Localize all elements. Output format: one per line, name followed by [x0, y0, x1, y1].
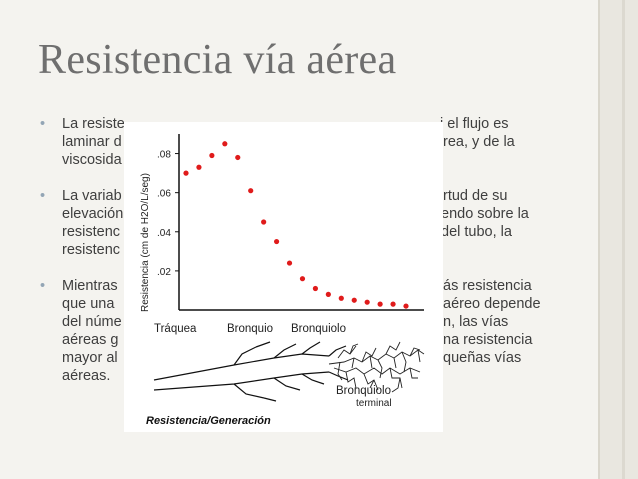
- y-tick-label: .06: [157, 189, 171, 200]
- right-accent-line: [622, 0, 625, 479]
- bullet-item-2: • La variab rtud de su elevación endo sobr…: [40, 187, 560, 259]
- resistance-generation-label: Resistencia/Generación: [146, 415, 271, 427]
- bullet-1-line-2-left: laminar d: [62, 134, 122, 150]
- y-tick-label: .04: [157, 228, 171, 239]
- bullet-2-line-1-right: rtud de su: [443, 188, 508, 204]
- data-point: [183, 170, 189, 176]
- bullet-2-line-1-left: La variab: [62, 188, 122, 204]
- bullet-marker: •: [40, 278, 46, 294]
- y-tick-label: .02: [157, 267, 171, 278]
- region-label-bronchus: Bronquio: [227, 323, 273, 335]
- resistance-chart-svg: Resistencia (cm de H2O/L/seg) .02 .04 .06.…: [140, 134, 425, 427]
- slide-title: Resistencia vía aérea: [38, 37, 397, 83]
- data-point: [261, 219, 267, 225]
- data-points: [183, 141, 409, 309]
- bullet-3-line-2-right: aéreo depende: [443, 296, 541, 312]
- bronchiole-network: [328, 341, 425, 393]
- bullet-1-line-1-right: i el flujo es: [440, 116, 509, 132]
- bullet-3-line-1-right: ás resistencia: [443, 278, 532, 294]
- data-point: [325, 291, 331, 297]
- data-point: [377, 301, 383, 307]
- y-tick-label: .08: [157, 150, 171, 161]
- bullet-2-line-2-right: endo sobre la: [441, 206, 529, 222]
- bullet-marker: •: [40, 116, 46, 132]
- bullet-item-1: • La resiste i el flujo es laminar d rea, …: [40, 115, 560, 169]
- right-decorative-bar: [598, 0, 638, 479]
- data-point: [286, 260, 293, 266]
- data-point: [364, 299, 370, 305]
- data-point: [390, 301, 396, 307]
- bullet-3-line-4-right: na resistencia: [443, 332, 533, 348]
- data-point: [338, 295, 344, 301]
- data-point: [403, 303, 409, 309]
- bullet-3-line-1-left: Mientras: [62, 278, 118, 294]
- data-point: [235, 154, 241, 161]
- data-point: [222, 141, 228, 147]
- bullet-marker: •: [40, 188, 46, 204]
- bullet-1-line-3-left: viscosida: [62, 152, 122, 168]
- bullet-1-line-2-right: rea, y de la: [443, 134, 515, 150]
- data-point: [312, 285, 319, 292]
- data-point: [248, 188, 254, 194]
- right-bar-edge: [598, 0, 600, 479]
- bullet-3-line-5-left: mayor al: [62, 350, 118, 366]
- data-point: [351, 297, 357, 303]
- terminal-label-line-1: Bronquiolo: [336, 385, 391, 397]
- bullet-3-line-5-right: queñas vías: [443, 350, 522, 366]
- terminal-label-line-2: terminal: [356, 398, 392, 409]
- bullet-1-line-1-left: La resiste: [62, 116, 125, 132]
- region-label-bronchiole: Bronquiolo: [291, 323, 346, 335]
- bullet-3-line-2-left: que una: [62, 296, 115, 312]
- resistance-figure: Resistencia (cm de H2O/L/seg) .02 .04 .06.…: [124, 122, 443, 432]
- region-label-trachea: Tráquea: [154, 323, 197, 335]
- bullet-2-line-2-left: elevación: [62, 206, 124, 222]
- y-ticks: .02 .04 .06 .08: [157, 150, 179, 278]
- bullet-2-line-3-left: resistenc: [62, 224, 121, 240]
- data-point: [209, 152, 215, 159]
- bullet-3-line-4-left: aéreas g: [62, 332, 119, 348]
- bullet-3-line-3-left: del núme: [62, 314, 122, 330]
- bullet-list: • La resiste i el flujo es laminar d rea, …: [40, 115, 560, 403]
- y-axis-label: Resistencia (cm de H2O/L/seg): [140, 173, 151, 312]
- data-point: [196, 164, 202, 170]
- data-point: [273, 238, 280, 245]
- bullet-3-line-6-left: aéreas.: [62, 368, 111, 384]
- bullet-3-line-3-right: n, las vías: [443, 314, 509, 330]
- bullet-2-line-3-right: del tubo, la: [441, 224, 512, 240]
- data-point: [299, 276, 306, 282]
- airway-tree-drawing: [153, 341, 349, 402]
- bullet-item-3: • Mientras ás resistencia que una aéreo de…: [40, 277, 560, 385]
- bullet-2-line-4-left: resistenc: [62, 242, 121, 258]
